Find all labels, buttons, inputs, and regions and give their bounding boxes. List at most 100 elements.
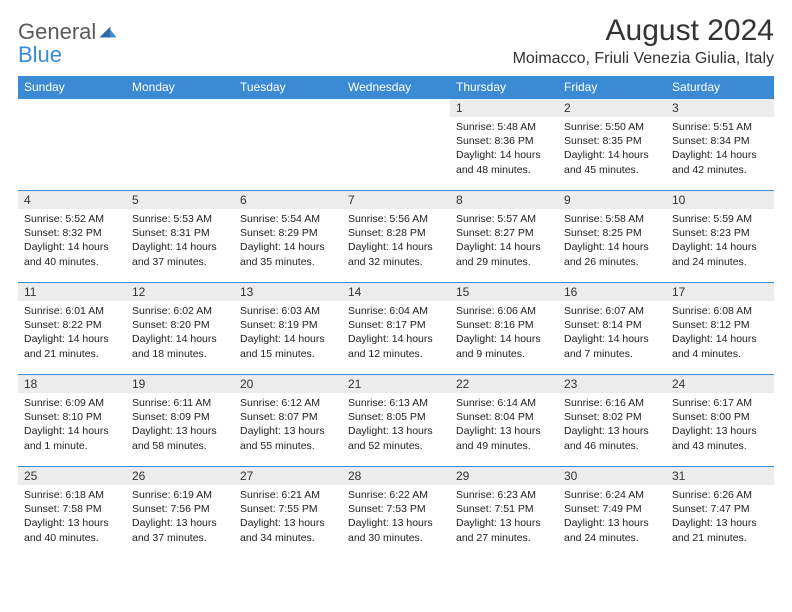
calendar-day-cell: 3Sunrise: 5:51 AMSunset: 8:34 PMDaylight… [666, 99, 774, 191]
sunset-line: Sunset: 8:25 PM [564, 226, 660, 240]
location-subtitle: Moimacco, Friuli Venezia Giulia, Italy [513, 50, 774, 68]
day-number: 22 [450, 375, 558, 393]
day-number: 17 [666, 283, 774, 301]
calendar-day-cell: 29Sunrise: 6:23 AMSunset: 7:51 PMDayligh… [450, 467, 558, 559]
weekday-header-row: SundayMondayTuesdayWednesdayThursdayFrid… [18, 76, 774, 99]
day-details: Sunrise: 5:58 AMSunset: 8:25 PMDaylight:… [558, 209, 666, 272]
sunset-line: Sunset: 7:56 PM [132, 502, 228, 516]
sunrise-line: Sunrise: 5:54 AM [240, 212, 336, 226]
daylight-line: Daylight: 14 hours and 35 minutes. [240, 240, 336, 268]
sunset-line: Sunset: 8:27 PM [456, 226, 552, 240]
day-number: 7 [342, 191, 450, 209]
title-block: August 2024 Moimacco, Friuli Venezia Giu… [513, 14, 774, 68]
daylight-line: Daylight: 14 hours and 32 minutes. [348, 240, 444, 268]
day-details: Sunrise: 6:14 AMSunset: 8:04 PMDaylight:… [450, 393, 558, 456]
calendar-day-cell [18, 99, 126, 191]
day-details: Sunrise: 6:12 AMSunset: 8:07 PMDaylight:… [234, 393, 342, 456]
sunset-line: Sunset: 8:35 PM [564, 134, 660, 148]
sunset-line: Sunset: 8:09 PM [132, 410, 228, 424]
day-number: 26 [126, 467, 234, 485]
day-details: Sunrise: 6:16 AMSunset: 8:02 PMDaylight:… [558, 393, 666, 456]
sunset-line: Sunset: 7:51 PM [456, 502, 552, 516]
day-number: 31 [666, 467, 774, 485]
calendar-day-cell: 28Sunrise: 6:22 AMSunset: 7:53 PMDayligh… [342, 467, 450, 559]
daylight-line: Daylight: 14 hours and 7 minutes. [564, 332, 660, 360]
sunrise-line: Sunrise: 5:57 AM [456, 212, 552, 226]
day-number: 11 [18, 283, 126, 301]
sunrise-line: Sunrise: 6:13 AM [348, 396, 444, 410]
sunrise-line: Sunrise: 6:09 AM [24, 396, 120, 410]
sunset-line: Sunset: 8:00 PM [672, 410, 768, 424]
sunrise-line: Sunrise: 5:58 AM [564, 212, 660, 226]
daylight-line: Daylight: 13 hours and 34 minutes. [240, 516, 336, 544]
sunrise-line: Sunrise: 6:22 AM [348, 488, 444, 502]
day-details: Sunrise: 5:59 AMSunset: 8:23 PMDaylight:… [666, 209, 774, 272]
weekday-header: Monday [126, 76, 234, 99]
calendar-day-cell: 16Sunrise: 6:07 AMSunset: 8:14 PMDayligh… [558, 283, 666, 375]
logo: GeneralBlue [18, 14, 118, 66]
daylight-line: Daylight: 14 hours and 18 minutes. [132, 332, 228, 360]
calendar-day-cell: 25Sunrise: 6:18 AMSunset: 7:58 PMDayligh… [18, 467, 126, 559]
calendar-week-row: 1Sunrise: 5:48 AMSunset: 8:36 PMDaylight… [18, 99, 774, 191]
day-details: Sunrise: 5:51 AMSunset: 8:34 PMDaylight:… [666, 117, 774, 180]
daylight-line: Daylight: 14 hours and 48 minutes. [456, 148, 552, 176]
day-number: 8 [450, 191, 558, 209]
weekday-header: Thursday [450, 76, 558, 99]
daylight-line: Daylight: 14 hours and 45 minutes. [564, 148, 660, 176]
calendar-week-row: 4Sunrise: 5:52 AMSunset: 8:32 PMDaylight… [18, 191, 774, 283]
day-details: Sunrise: 6:02 AMSunset: 8:20 PMDaylight:… [126, 301, 234, 364]
calendar-day-cell [234, 99, 342, 191]
day-details: Sunrise: 5:50 AMSunset: 8:35 PMDaylight:… [558, 117, 666, 180]
day-details: Sunrise: 6:22 AMSunset: 7:53 PMDaylight:… [342, 485, 450, 548]
sunset-line: Sunset: 7:47 PM [672, 502, 768, 516]
calendar-day-cell: 24Sunrise: 6:17 AMSunset: 8:00 PMDayligh… [666, 375, 774, 467]
calendar-day-cell: 26Sunrise: 6:19 AMSunset: 7:56 PMDayligh… [126, 467, 234, 559]
sunrise-line: Sunrise: 6:14 AM [456, 396, 552, 410]
calendar-day-cell: 17Sunrise: 6:08 AMSunset: 8:12 PMDayligh… [666, 283, 774, 375]
daylight-line: Daylight: 14 hours and 15 minutes. [240, 332, 336, 360]
daylight-line: Daylight: 14 hours and 24 minutes. [672, 240, 768, 268]
calendar-day-cell: 19Sunrise: 6:11 AMSunset: 8:09 PMDayligh… [126, 375, 234, 467]
daylight-line: Daylight: 14 hours and 1 minute. [24, 424, 120, 452]
day-number: 15 [450, 283, 558, 301]
day-details: Sunrise: 5:56 AMSunset: 8:28 PMDaylight:… [342, 209, 450, 272]
calendar-day-cell: 27Sunrise: 6:21 AMSunset: 7:55 PMDayligh… [234, 467, 342, 559]
sunset-line: Sunset: 8:14 PM [564, 318, 660, 332]
day-number: 4 [18, 191, 126, 209]
weekday-header: Saturday [666, 76, 774, 99]
sunrise-line: Sunrise: 5:56 AM [348, 212, 444, 226]
daylight-line: Daylight: 13 hours and 24 minutes. [564, 516, 660, 544]
weekday-header: Tuesday [234, 76, 342, 99]
daylight-line: Daylight: 14 hours and 12 minutes. [348, 332, 444, 360]
day-details: Sunrise: 5:48 AMSunset: 8:36 PMDaylight:… [450, 117, 558, 180]
calendar-day-cell: 13Sunrise: 6:03 AMSunset: 8:19 PMDayligh… [234, 283, 342, 375]
day-details: Sunrise: 6:21 AMSunset: 7:55 PMDaylight:… [234, 485, 342, 548]
day-details: Sunrise: 5:54 AMSunset: 8:29 PMDaylight:… [234, 209, 342, 272]
daylight-line: Daylight: 14 hours and 4 minutes. [672, 332, 768, 360]
sunset-line: Sunset: 8:17 PM [348, 318, 444, 332]
daylight-line: Daylight: 14 hours and 21 minutes. [24, 332, 120, 360]
sunset-line: Sunset: 8:19 PM [240, 318, 336, 332]
day-details: Sunrise: 5:57 AMSunset: 8:27 PMDaylight:… [450, 209, 558, 272]
sunrise-line: Sunrise: 6:23 AM [456, 488, 552, 502]
weekday-header: Friday [558, 76, 666, 99]
calendar-day-cell: 22Sunrise: 6:14 AMSunset: 8:04 PMDayligh… [450, 375, 558, 467]
sunset-line: Sunset: 8:23 PM [672, 226, 768, 240]
day-details: Sunrise: 6:11 AMSunset: 8:09 PMDaylight:… [126, 393, 234, 456]
sunset-line: Sunset: 8:16 PM [456, 318, 552, 332]
daylight-line: Daylight: 13 hours and 58 minutes. [132, 424, 228, 452]
calendar-day-cell: 15Sunrise: 6:06 AMSunset: 8:16 PMDayligh… [450, 283, 558, 375]
day-number: 3 [666, 99, 774, 117]
calendar-table: SundayMondayTuesdayWednesdayThursdayFrid… [18, 76, 774, 559]
daylight-line: Daylight: 13 hours and 52 minutes. [348, 424, 444, 452]
sunrise-line: Sunrise: 6:16 AM [564, 396, 660, 410]
sunrise-line: Sunrise: 6:18 AM [24, 488, 120, 502]
calendar-day-cell: 30Sunrise: 6:24 AMSunset: 7:49 PMDayligh… [558, 467, 666, 559]
day-number: 23 [558, 375, 666, 393]
daylight-line: Daylight: 13 hours and 49 minutes. [456, 424, 552, 452]
day-number: 12 [126, 283, 234, 301]
daylight-line: Daylight: 13 hours and 55 minutes. [240, 424, 336, 452]
sunrise-line: Sunrise: 6:06 AM [456, 304, 552, 318]
calendar-day-cell [342, 99, 450, 191]
calendar-day-cell: 4Sunrise: 5:52 AMSunset: 8:32 PMDaylight… [18, 191, 126, 283]
